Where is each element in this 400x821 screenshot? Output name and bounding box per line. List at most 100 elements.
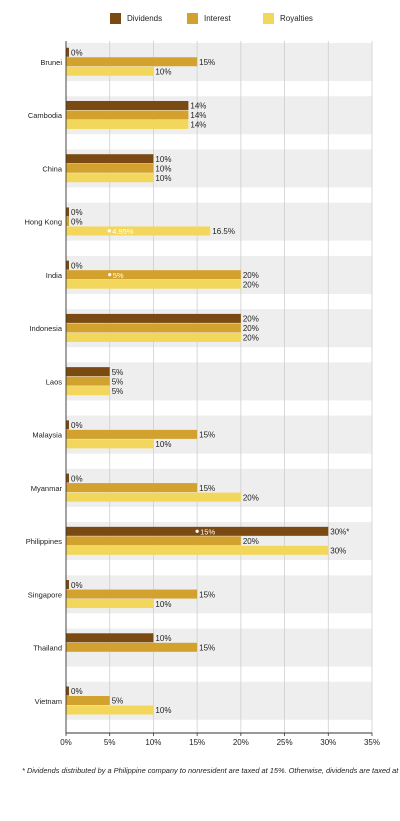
- legend: Dividends Interest Royalties: [0, 13, 400, 27]
- bar-interest-cambodia: [66, 110, 189, 120]
- x-tick-label-10pct: 10%: [145, 738, 161, 747]
- bar-interest-singapore: [66, 589, 198, 599]
- legend-label-interest: Interest: [204, 14, 231, 23]
- category-label-myanmar: Myanmar: [31, 484, 63, 493]
- data-label-royalties-laos: 5%: [112, 387, 124, 396]
- x-tick-label-30pct: 30%: [320, 738, 336, 747]
- bar-interest-china: [66, 163, 154, 173]
- legend-swatch-dividends: [110, 13, 121, 24]
- data-label-interest-thailand: 15%: [199, 643, 215, 652]
- data-label-interest-vietnam: 5%: [112, 697, 124, 706]
- bar-interest-hong-kong: [66, 216, 69, 226]
- legend-label-royalties: Royalties: [280, 14, 313, 23]
- data-label-dividends-indonesia: 20%: [243, 315, 259, 324]
- bar-dividends-brunei: [66, 47, 69, 57]
- category-label-malaysia: Malaysia: [32, 431, 62, 440]
- bar-royalties-vietnam: [66, 705, 154, 715]
- bar-interest-thailand: [66, 642, 198, 652]
- legend-swatch-royalties: [263, 13, 274, 24]
- bar-dividends-vietnam: [66, 686, 69, 696]
- legend-swatch-interest: [187, 13, 198, 24]
- data-label-royalties-myanmar: 20%: [243, 493, 259, 502]
- bar-royalties-cambodia: [66, 119, 189, 129]
- marker-label-interest-india: 5%: [113, 271, 124, 280]
- bar-dividends-china: [66, 154, 154, 164]
- data-label-dividends-india: 0%: [71, 261, 83, 270]
- data-label-royalties-hong-kong: 16.5%: [212, 227, 235, 236]
- data-label-dividends-cambodia: 14%: [190, 102, 206, 111]
- data-label-interest-philippines: 20%: [243, 537, 259, 546]
- data-label-interest-laos: 5%: [112, 377, 124, 386]
- category-label-china: China: [42, 164, 62, 173]
- data-label-royalties-philippines: 30%: [330, 547, 346, 556]
- category-label-hong-kong: Hong Kong: [24, 218, 62, 227]
- data-label-royalties-china: 10%: [155, 174, 171, 183]
- category-label-brunei: Brunei: [40, 58, 62, 67]
- bar-dividends-cambodia: [66, 100, 189, 110]
- category-label-cambodia: Cambodia: [28, 111, 63, 120]
- bar-dividends-singapore: [66, 580, 69, 590]
- bar-dividends-indonesia: [66, 313, 241, 323]
- footnote-marker: *: [22, 766, 25, 775]
- data-label-dividends-malaysia: 0%: [71, 421, 83, 430]
- data-label-interest-india: 20%: [243, 271, 259, 280]
- category-label-singapore: Singapore: [28, 590, 62, 599]
- bar-royalties-myanmar: [66, 492, 241, 502]
- bar-royalties-indonesia: [66, 332, 241, 342]
- bar-interest-india: [66, 270, 241, 280]
- bar-interest-indonesia: [66, 323, 241, 333]
- bar-dividends-thailand: [66, 633, 154, 643]
- bar-dividends-india: [66, 260, 69, 270]
- data-label-interest-hong-kong: 0%: [71, 218, 83, 227]
- legend-label-dividends: Dividends: [127, 14, 163, 23]
- data-label-interest-china: 10%: [155, 164, 171, 173]
- bar-interest-malaysia: [66, 429, 198, 439]
- bar-royalties-philippines: [66, 545, 329, 555]
- bar-interest-myanmar: [66, 483, 198, 493]
- bar-chart: 0%15%10%Brunei14%14%14%Cambodia10%10%10%…: [24, 41, 380, 747]
- bar-interest-vietnam: [66, 696, 110, 706]
- x-tick-label-20pct: 20%: [233, 738, 249, 747]
- category-label-india: India: [46, 271, 63, 280]
- footnote: * Dividends distributed by a Philippine …: [22, 766, 400, 775]
- data-label-dividends-myanmar: 0%: [71, 474, 83, 483]
- bar-dividends-malaysia: [66, 420, 69, 430]
- category-label-thailand: Thailand: [33, 644, 62, 653]
- data-label-interest-myanmar: 15%: [199, 484, 215, 493]
- data-label-dividends-philippines: 30%*: [330, 528, 349, 537]
- x-tick-label-35pct: 35%: [364, 738, 380, 747]
- x-tick-label-15pct: 15%: [189, 738, 205, 747]
- bar-royalties-india: [66, 279, 241, 289]
- bar-royalties-china: [66, 173, 154, 183]
- data-label-royalties-brunei: 10%: [155, 67, 171, 76]
- legend-item-dividends: Dividends: [110, 13, 162, 24]
- data-label-royalties-vietnam: 10%: [155, 706, 171, 715]
- bar-dividends-hong-kong: [66, 207, 69, 217]
- x-tick-label-25pct: 25%: [277, 738, 293, 747]
- data-label-dividends-china: 10%: [155, 155, 171, 164]
- marker-label-royalties-hong-kong: 4.95%: [112, 227, 134, 236]
- data-label-royalties-india: 20%: [243, 280, 259, 289]
- data-label-interest-cambodia: 14%: [190, 111, 206, 120]
- data-label-dividends-vietnam: 0%: [71, 687, 83, 696]
- data-label-dividends-hong-kong: 0%: [71, 208, 83, 217]
- data-label-interest-brunei: 15%: [199, 58, 215, 67]
- bar-interest-philippines: [66, 536, 241, 546]
- marker-dot-interest-india: [108, 273, 112, 277]
- bar-royalties-malaysia: [66, 439, 154, 449]
- category-label-philippines: Philippines: [26, 537, 63, 546]
- data-label-interest-indonesia: 20%: [243, 324, 259, 333]
- data-label-royalties-singapore: 10%: [155, 600, 171, 609]
- data-label-royalties-cambodia: 14%: [190, 121, 206, 130]
- x-tick-label-0pct: 0%: [60, 738, 72, 747]
- data-label-interest-malaysia: 15%: [199, 431, 215, 440]
- category-label-vietnam: Vietnam: [35, 697, 62, 706]
- marker-dot-dividends-philippines: [195, 529, 199, 533]
- bar-royalties-laos: [66, 386, 110, 396]
- band-bg-laos: [66, 362, 372, 401]
- data-label-interest-singapore: 15%: [199, 590, 215, 599]
- bar-interest-laos: [66, 376, 110, 386]
- marker-label-dividends-philippines: 15%: [200, 528, 215, 537]
- data-label-dividends-brunei: 0%: [71, 48, 83, 57]
- category-label-indonesia: Indonesia: [29, 324, 62, 333]
